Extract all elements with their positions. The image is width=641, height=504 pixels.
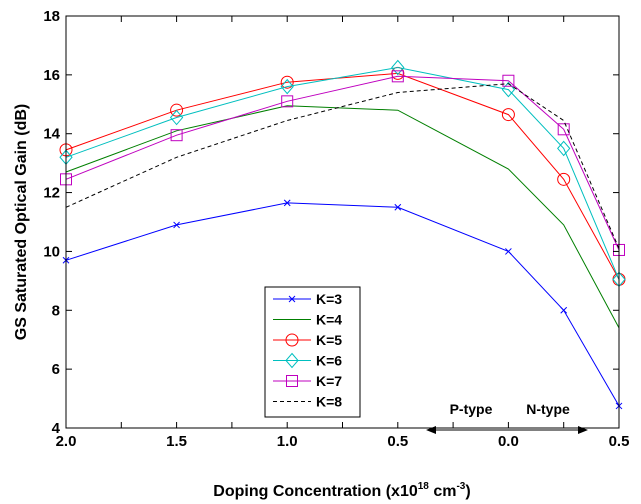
x-axis-title-exp2: -3 [456, 481, 465, 492]
series-line [65, 75, 620, 251]
x-axis-title-end: ) [465, 483, 470, 500]
x-tick-label: 0.0 [498, 433, 519, 450]
data-point [505, 248, 512, 255]
x-axis-title-exp1: 18 [418, 481, 430, 492]
marker-stroke [560, 306, 568, 314]
legend: K=3 K=4 K=5 K=6 K=7 K=8 [264, 286, 361, 418]
x-tick-label: 1.5 [166, 433, 187, 450]
legend-label: K=7 [316, 373, 342, 389]
y-axis-title: GS Saturated Optical Gain (dB) [13, 104, 30, 340]
data-point [169, 109, 184, 126]
legend-items: K=3 K=4 K=5 K=6 K=7 K=8 [273, 291, 342, 410]
data-point [501, 108, 515, 122]
data-point [557, 123, 570, 136]
series-k-7 [60, 70, 625, 256]
legend-item: K=7 [273, 373, 342, 389]
marker-stroke [283, 199, 291, 207]
data-point [501, 81, 516, 98]
legend-swatch-marker [285, 333, 299, 347]
data-point [170, 103, 184, 117]
legend-label: K=8 [316, 394, 342, 410]
legend-swatch-marker [285, 352, 299, 369]
legend-item: K=6 [273, 353, 342, 369]
data-point [391, 59, 405, 76]
p-type-label: P-type [450, 401, 493, 417]
ticks-layer [65, 15, 620, 429]
data-point [170, 129, 183, 142]
x-tick-label: 1.0 [277, 433, 298, 450]
legend-item: K=3 [273, 291, 342, 307]
marker-stroke [394, 203, 402, 211]
data-point [173, 221, 180, 229]
data-point [283, 199, 291, 207]
data-point [557, 172, 571, 186]
data-point [394, 203, 402, 211]
series-k-6 [59, 59, 626, 288]
doping-type-annotation: P-type N-type [426, 401, 588, 434]
series-k-8 [65, 83, 620, 249]
x-axis-title-mid: cm [429, 483, 457, 500]
y-tick-label: 18 [43, 8, 60, 25]
y-tick-label: 10 [43, 243, 60, 260]
y-tick-label: 14 [43, 126, 60, 143]
legend-box [264, 286, 361, 418]
series-k-4 [65, 105, 620, 329]
data-point [280, 78, 294, 95]
x-tick-label: 2.0 [56, 433, 77, 450]
data-point [502, 74, 515, 87]
y-tick-label: 6 [52, 361, 60, 378]
series-layer [59, 59, 626, 410]
marker-stroke [505, 248, 512, 255]
x-axis-title-main: Doping Concentration (x10 [213, 483, 418, 500]
data-point [557, 140, 571, 157]
x-tick-label: 0.5 [387, 433, 408, 450]
data-point [281, 95, 294, 108]
data-point [560, 306, 568, 314]
legend-label: K=5 [316, 332, 342, 348]
marker-stroke [173, 221, 180, 229]
legend-item: K=8 [273, 394, 342, 410]
marker-stroke [288, 295, 296, 303]
legend-label: K=6 [316, 353, 342, 369]
legend-swatch-marker [286, 375, 298, 387]
legend-swatch-marker [288, 295, 296, 303]
data-point [280, 75, 294, 89]
tick-labels-layer: 4 6 8 10 12 14 16 18 2.0 1.5 1.0 0.5 0.0 0.5 [43, 8, 629, 450]
y-tick-label: 8 [52, 302, 60, 319]
series-line [65, 66, 620, 280]
y-tick-label: 16 [43, 67, 60, 84]
legend-label: K=4 [316, 312, 342, 328]
n-type-label: N-type [526, 401, 570, 417]
legend-item: K=5 [273, 332, 342, 348]
y-tick-label: 4 [52, 420, 61, 437]
legend-item: K=4 [273, 312, 342, 328]
series-line [65, 83, 620, 249]
y-tick-label: 12 [43, 185, 60, 202]
series-line [65, 105, 620, 329]
n-type-arrow-head [578, 426, 588, 434]
p-type-arrow-head [426, 426, 436, 434]
data-point [391, 70, 404, 83]
legend-label: K=3 [316, 291, 342, 307]
x-tick-label: 0.5 [609, 433, 630, 450]
x-axis-title: Doping Concentration (x1018 cm-3) [213, 481, 470, 500]
